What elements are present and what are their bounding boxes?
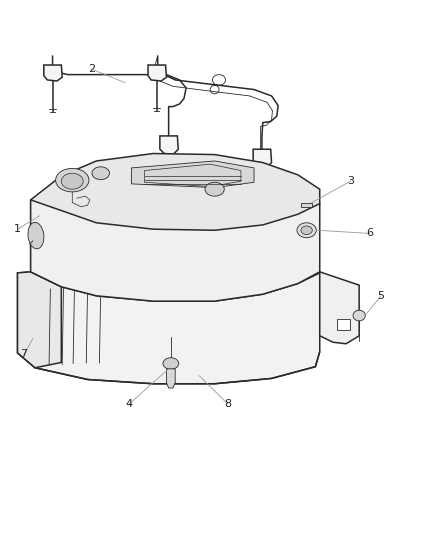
Polygon shape	[31, 154, 320, 230]
Polygon shape	[18, 272, 320, 384]
Text: 5: 5	[378, 291, 385, 301]
Bar	[301, 203, 312, 207]
Text: 3: 3	[347, 176, 354, 186]
Text: 2: 2	[88, 64, 95, 74]
Ellipse shape	[92, 167, 110, 180]
Text: 1: 1	[14, 224, 21, 234]
Polygon shape	[166, 369, 175, 388]
Bar	[337, 319, 350, 330]
Ellipse shape	[353, 310, 365, 321]
Polygon shape	[18, 272, 61, 368]
Text: 4: 4	[126, 399, 133, 409]
Text: 7: 7	[21, 350, 28, 359]
Polygon shape	[253, 149, 272, 168]
Polygon shape	[160, 136, 178, 155]
Ellipse shape	[56, 168, 89, 192]
Polygon shape	[148, 65, 166, 81]
Polygon shape	[31, 200, 320, 301]
Ellipse shape	[61, 173, 83, 189]
Ellipse shape	[28, 222, 44, 249]
Ellipse shape	[297, 223, 316, 238]
Polygon shape	[320, 272, 359, 344]
Polygon shape	[44, 65, 62, 81]
Text: 8: 8	[224, 399, 231, 409]
Ellipse shape	[301, 226, 312, 235]
Text: 6: 6	[367, 229, 374, 238]
Ellipse shape	[205, 182, 224, 196]
Polygon shape	[31, 200, 61, 287]
Ellipse shape	[163, 358, 179, 369]
Polygon shape	[131, 161, 254, 188]
